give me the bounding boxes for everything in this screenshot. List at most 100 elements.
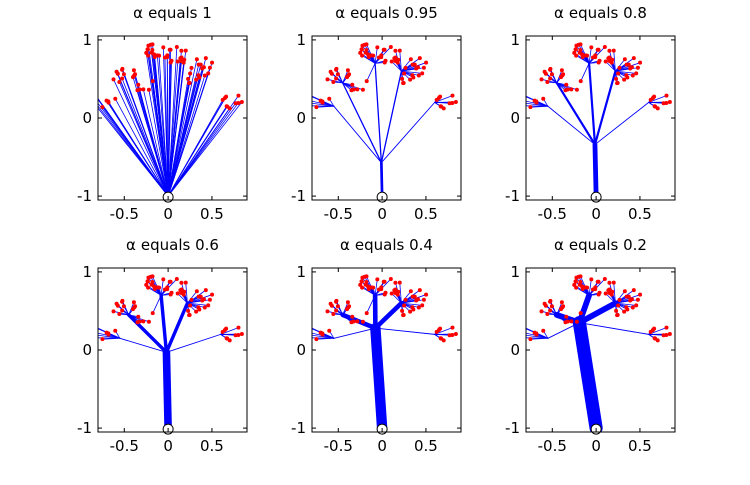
- leaf-point: [561, 72, 566, 77]
- y-tick-label: 0: [82, 109, 92, 127]
- leaf-point: [144, 282, 149, 287]
- leaf-point: [607, 55, 612, 60]
- leaf-point: [174, 44, 179, 49]
- leaf-point: [169, 290, 174, 295]
- leaf-point: [626, 62, 631, 67]
- leaf-point: [631, 56, 636, 61]
- leaf-point: [113, 328, 118, 333]
- y-tick-label: -1: [291, 187, 306, 205]
- leaf-point: [521, 325, 525, 329]
- leaf-point: [187, 81, 192, 86]
- panel-title: α equals 0.95: [335, 4, 438, 22]
- leaf-point: [360, 87, 365, 92]
- leaf-point: [152, 54, 157, 59]
- branch: [605, 61, 616, 72]
- alpha-symbol: α: [335, 4, 345, 22]
- leaf-point: [149, 282, 154, 287]
- branch: [374, 46, 378, 64]
- leaf-point: [625, 75, 630, 80]
- leaf-point: [617, 297, 622, 302]
- leaf-point: [585, 285, 590, 290]
- leaf-point: [225, 104, 230, 109]
- leaf-point: [131, 68, 136, 73]
- tree-drawing: [308, 274, 458, 432]
- y-tick-label: -1: [505, 187, 520, 205]
- leaf-point: [93, 325, 97, 329]
- leaf-point: [307, 93, 311, 97]
- leaf-point: [161, 45, 166, 50]
- leaf-point: [225, 336, 230, 341]
- leaf-point: [400, 76, 405, 81]
- y-tick-label: 0: [82, 341, 92, 359]
- leaf-point: [616, 71, 621, 76]
- leaf-point: [359, 47, 364, 52]
- leaf-point: [307, 93, 311, 97]
- leaf-point: [120, 308, 125, 313]
- leaf-point: [115, 303, 120, 308]
- leaf-point: [617, 65, 622, 70]
- leaf-point: [543, 303, 548, 308]
- y-tick-label: -1: [77, 419, 92, 437]
- leaf-point: [131, 300, 136, 305]
- leaf-point: [559, 75, 564, 80]
- leaf-point: [610, 289, 615, 294]
- leaf-point: [188, 303, 193, 308]
- leaf-point: [220, 97, 225, 102]
- y-tick-label: 0: [510, 341, 520, 359]
- leaf-point: [314, 337, 319, 342]
- leaf-point: [194, 57, 199, 62]
- leaf-point: [424, 60, 429, 65]
- leaf-point: [136, 82, 141, 87]
- leaf-point: [408, 309, 413, 314]
- leaf-point: [638, 292, 643, 297]
- leaf-point: [417, 56, 422, 61]
- leaf-point: [412, 62, 417, 67]
- leaf-point: [664, 93, 669, 98]
- leaf-point: [355, 87, 360, 92]
- leaf-point: [168, 279, 173, 284]
- leaf-point: [329, 303, 334, 308]
- main-branch: [576, 300, 619, 326]
- leaf-point: [607, 280, 612, 285]
- leaf-point: [174, 276, 179, 281]
- leaf-point: [117, 79, 122, 84]
- leaf-point: [94, 333, 98, 337]
- leaf-point: [137, 319, 142, 324]
- leaf-point: [585, 53, 590, 58]
- x-tick-label: -0.5: [110, 205, 139, 223]
- leaf-point: [393, 48, 398, 53]
- branch: [167, 102, 239, 197]
- leaf-point: [144, 50, 149, 55]
- leaf-point: [648, 97, 653, 102]
- leaf-point: [559, 307, 564, 312]
- branch: [167, 95, 239, 197]
- leaf-point: [131, 75, 136, 80]
- y-tick-label: -1: [77, 187, 92, 205]
- leaf-point: [653, 104, 658, 109]
- leaf-point: [157, 53, 162, 58]
- leaf-point: [379, 55, 384, 60]
- subplot-6: α equals 0.2 -0.5 0 0.5 -1 0 1: [505, 236, 676, 455]
- leaf-point: [667, 332, 672, 337]
- leaf-point: [653, 336, 658, 341]
- leaf-point: [573, 47, 578, 52]
- branch: [107, 100, 169, 197]
- leaf-point: [148, 42, 153, 47]
- leaf-point: [375, 277, 380, 282]
- leaf-point: [396, 57, 401, 62]
- leaf-point: [420, 303, 425, 308]
- leaf-point: [179, 287, 184, 292]
- leaf-point: [408, 77, 413, 82]
- leaf-point: [308, 333, 312, 337]
- leaf-point: [401, 313, 406, 318]
- alpha-symbol: α: [554, 4, 564, 22]
- leaf-point: [401, 81, 406, 86]
- x-tick-label: 0: [591, 205, 601, 223]
- leaf-point: [522, 99, 526, 103]
- main-branch: [576, 292, 593, 326]
- leaf-point: [403, 65, 408, 70]
- leaf-point: [149, 50, 154, 55]
- leaf-point: [597, 58, 602, 63]
- x-tick-label: 0: [163, 205, 173, 223]
